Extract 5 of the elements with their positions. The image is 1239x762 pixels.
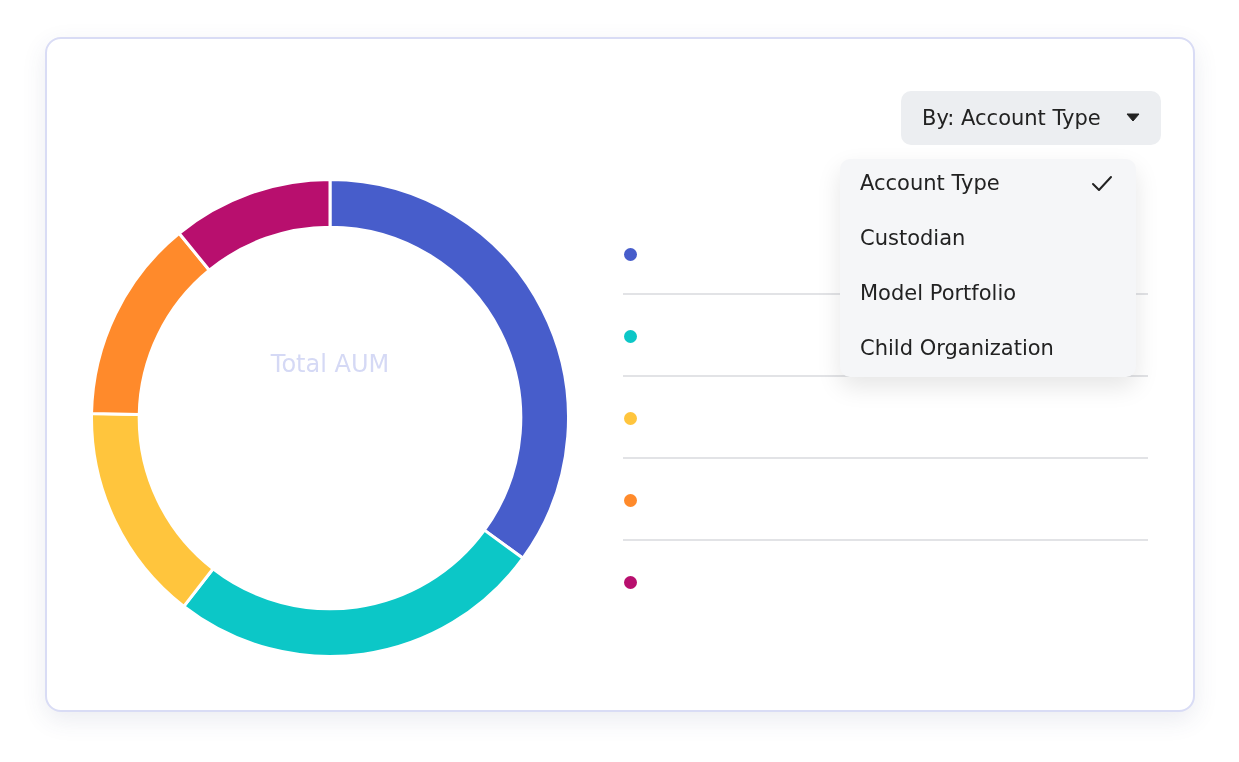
text: Custodian [860,226,966,250]
text: Model Portfolio [860,281,1017,305]
text: Child Organization [860,336,1054,360]
text: Account Type [860,171,1000,195]
text: By: Account Type [922,106,1101,130]
